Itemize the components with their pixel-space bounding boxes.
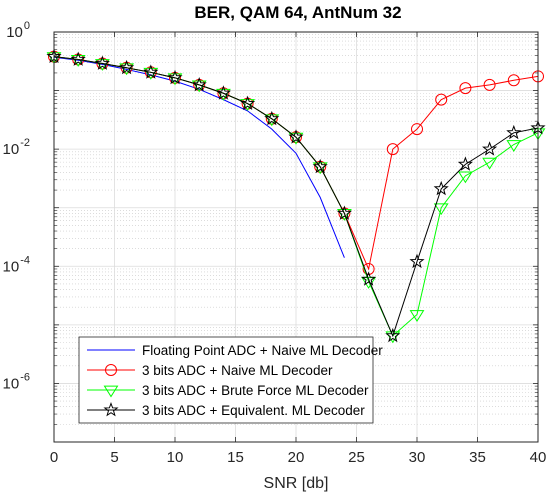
data-point [336,205,352,220]
legend-entry: 3 bits ADC + Naive ML Decoder [87,363,333,378]
y-tick-label: 10-2 [3,137,30,158]
data-point [385,331,401,344]
data-point [385,327,401,343]
x-tick-label: 40 [530,449,547,466]
series-line [53,56,345,258]
data-point [482,157,498,170]
data-point [312,158,328,174]
data-point [167,69,183,85]
y-tick-base: 10 [6,24,23,41]
data-point [361,271,377,286]
legend-marker [103,402,119,417]
data-point [506,140,522,152]
data-point [70,51,86,66]
x-tick-label: 10 [167,449,184,466]
data-point [264,110,280,126]
data-point [143,67,159,80]
x-tick-label: 5 [110,449,118,466]
legend-label: 3 bits ADC + Naive ML Decoder [142,363,333,378]
x-tick-label: 25 [348,449,365,466]
data-point [409,310,425,322]
data-point [459,82,472,95]
data-point [507,74,520,87]
data-point [336,208,352,221]
y-tick-exponent: -2 [20,137,30,149]
data-point [288,129,304,144]
legend-entry: Floating Point ADC + Naive ML Decoder [87,343,383,358]
chart-title: BER, QAM 64, AntNum 32 [194,3,401,22]
data-point [94,55,110,70]
y-tick-base: 10 [3,141,20,158]
legend-entry: 3 bits ADC + Brute Force ML Decoder [87,383,369,398]
data-point [483,78,496,91]
y-tick-label: 10-4 [3,254,30,275]
data-point [191,76,207,92]
data-point [94,59,110,71]
legend-marker [103,385,119,398]
x-tick-label: 35 [469,449,486,466]
data-point [240,99,256,112]
y-tick-label: 10-6 [3,371,30,392]
y-tick-base: 10 [3,258,20,275]
x-tick-label: 20 [288,449,305,466]
y-tick-exponent: -6 [20,371,30,383]
data-point [411,123,423,136]
data-point [240,95,256,110]
x-tick-label: 15 [227,449,244,466]
data-point [457,156,473,171]
data-point [457,171,473,184]
data-point [362,262,375,275]
series-line [53,56,539,338]
legend-label: 3 bits ADC + Equivalent. ML Decoder [142,403,365,418]
series-4 [46,48,546,343]
legend-box [78,336,374,424]
data-point [215,85,231,100]
x-tick-labels: 0 5 10 15 20 25 30 35 40 [50,449,547,466]
data-point [264,114,280,127]
y-tick-exponent: 0 [24,20,30,32]
data-point [119,63,135,76]
data-point [143,64,159,79]
data-point [433,203,449,216]
y-tick-base: 10 [3,375,20,392]
series-1 [53,56,345,258]
data-point [433,180,449,196]
legend-label: Floating Point ADC + Naive ML Decoder [142,343,383,358]
data-point [482,141,498,156]
data-point [119,59,135,75]
y-tick-exponent: -4 [20,254,30,266]
series-layer [46,48,546,344]
data-point [506,124,522,140]
y-tick-label: 100 [6,20,30,41]
x-tick-label: 30 [409,449,426,466]
x-axis-label: SNR [db] [264,475,329,492]
data-point [435,93,448,106]
data-point [312,162,328,175]
legend-label: 3 bits ADC + Brute Force ML Decoder [142,383,369,398]
data-point [70,55,86,67]
legend: Floating Point ADC + Naive ML Decoder 3 b… [78,336,383,424]
x-tick-label: 0 [50,449,58,466]
data-point [409,253,425,269]
data-point [386,143,399,156]
legend-entry: 3 bits ADC + Equivalent. ML Decoder [87,402,365,418]
legend-marker [105,364,117,376]
ticks [53,32,539,442]
data-point [288,132,304,145]
